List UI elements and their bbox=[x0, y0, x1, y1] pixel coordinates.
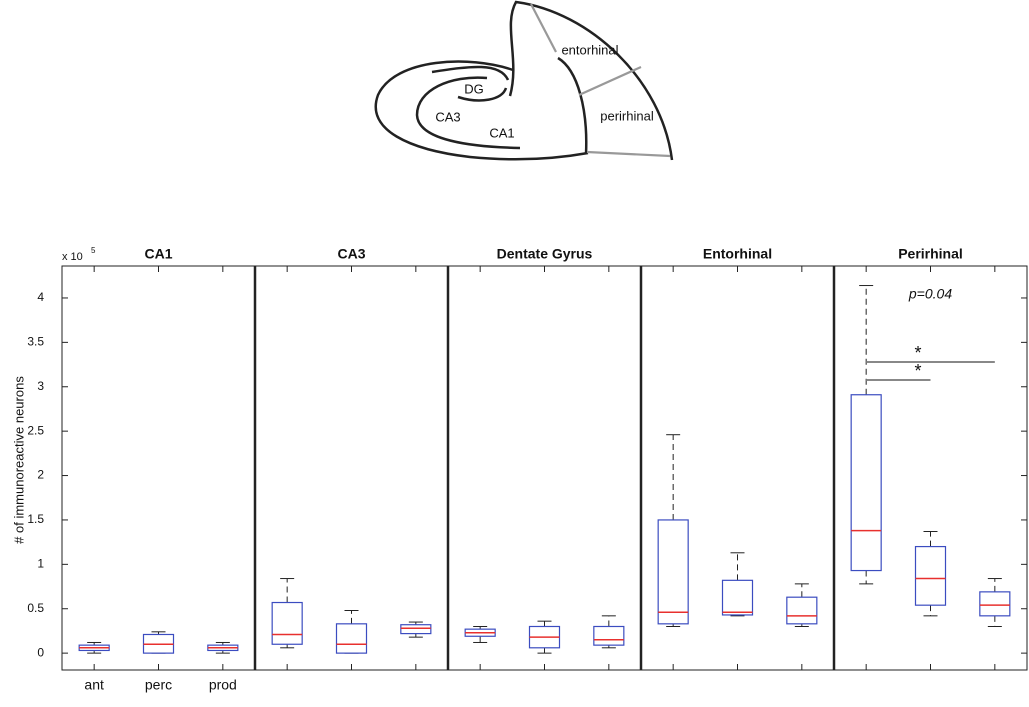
diagram-label: DG bbox=[464, 81, 484, 96]
x-tick-label: perc bbox=[145, 677, 172, 693]
ca-arc bbox=[431, 65, 510, 81]
box bbox=[400, 624, 432, 635]
boundary bbox=[530, 3, 557, 53]
y-scale-base: x 10 bbox=[62, 251, 83, 263]
diagram-label: CA1 bbox=[489, 125, 514, 140]
box bbox=[914, 545, 947, 606]
panel-title: Dentate Gyrus bbox=[497, 246, 593, 262]
box bbox=[657, 519, 689, 625]
box bbox=[786, 596, 818, 625]
cortex-outer bbox=[508, 0, 674, 161]
panel-title: Entorhinal bbox=[703, 246, 772, 262]
box bbox=[721, 579, 754, 616]
diagram-label: CA3 bbox=[435, 109, 460, 124]
hippocampus-outer bbox=[374, 60, 589, 161]
x-tick-label: prod bbox=[209, 677, 237, 693]
y-tick-label: 4 bbox=[37, 290, 44, 304]
y-tick-label: 1 bbox=[37, 557, 44, 571]
boundary bbox=[578, 65, 642, 97]
diagram bbox=[374, 0, 674, 161]
boundary bbox=[586, 150, 671, 158]
y-scale-exponent: 5 bbox=[91, 246, 96, 255]
y-tick-label: 3 bbox=[37, 379, 44, 393]
panel-title: Perirhinal bbox=[898, 246, 963, 262]
diagram-label: entorhinal bbox=[561, 42, 618, 57]
significance-label: * bbox=[914, 343, 921, 363]
hippocampus-inner bbox=[415, 76, 521, 150]
plot-frame bbox=[61, 265, 1028, 671]
dg-curve bbox=[457, 87, 508, 102]
box bbox=[850, 394, 882, 572]
box bbox=[979, 591, 1011, 617]
diagram-label: perirhinal bbox=[600, 108, 654, 123]
significance-label: * bbox=[914, 361, 921, 381]
y-tick-label: 3.5 bbox=[27, 335, 44, 349]
y-tick-label: 1.5 bbox=[27, 512, 44, 526]
annotation: p=0.04 bbox=[908, 286, 952, 302]
y-tick-label: 0.5 bbox=[27, 601, 44, 615]
x-tick-label: ant bbox=[84, 677, 104, 693]
panel-title: CA1 bbox=[144, 246, 172, 262]
cortex-inner bbox=[557, 56, 588, 155]
box bbox=[271, 601, 303, 645]
panel-title: CA3 bbox=[337, 246, 365, 262]
y-axis-label: # of immunoreactive neurons bbox=[11, 376, 26, 544]
box bbox=[593, 625, 625, 646]
y-tick-label: 0 bbox=[37, 645, 44, 659]
y-tick-label: 2 bbox=[37, 468, 44, 482]
box bbox=[335, 623, 368, 654]
y-tick-label: 2.5 bbox=[27, 423, 44, 437]
